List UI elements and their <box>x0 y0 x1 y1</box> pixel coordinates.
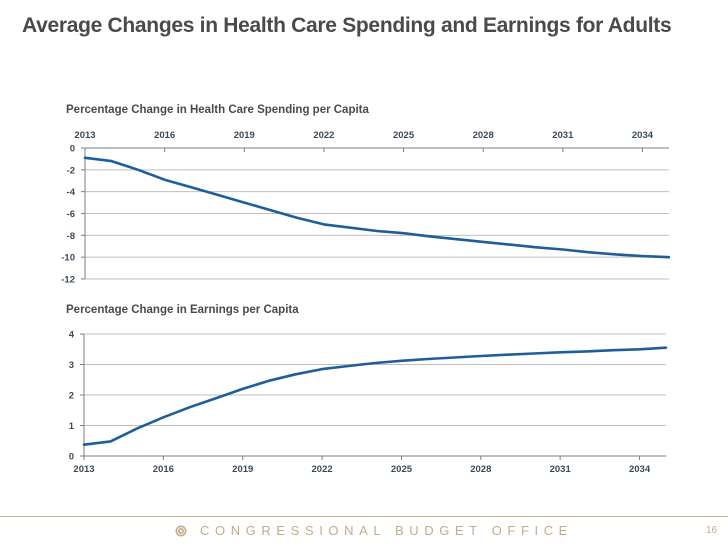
spending-x-tick-label: 2025 <box>393 130 415 141</box>
spending-chart: Percentage Change in Health Care Spendin… <box>61 104 671 286</box>
footer: CONGRESSIONAL BUDGET OFFICE 16 <box>0 522 728 542</box>
slide-title: Average Changes in Health Care Spending … <box>22 14 672 37</box>
spending-x-tick-label: 2019 <box>234 130 255 141</box>
spending-y-tick-label: -4 <box>67 187 76 198</box>
earnings-y-tick-label: 4 <box>69 330 75 341</box>
spending-x-tick-label: 2031 <box>552 130 574 141</box>
earnings-series-line <box>82 346 668 447</box>
charts-canvas: Percentage Change in Health Care Spendin… <box>61 104 671 475</box>
spending-y-tick-label: -12 <box>61 275 75 286</box>
earnings-x-tick-label: 2028 <box>470 464 491 475</box>
earnings-chart-title: Percentage Change in Earnings per Capita <box>66 304 299 316</box>
earnings-y-tick-label: 3 <box>69 360 74 371</box>
footer-organization: CONGRESSIONAL BUDGET OFFICE <box>200 523 573 538</box>
spending-chart-title: Percentage Change in Health Care Spendin… <box>66 104 370 116</box>
earnings-y-tick-label: 1 <box>69 421 75 432</box>
spending-y-tick-label: -10 <box>61 253 75 264</box>
spending-x-tick-label: 2028 <box>473 130 494 141</box>
earnings-x-tick-label: 2034 <box>629 464 651 475</box>
earnings-x-tick-label: 2016 <box>153 464 174 475</box>
cbo-seal-icon <box>175 525 187 537</box>
spending-x-tick-label: 2016 <box>154 130 175 141</box>
earnings-x-tick-label: 2025 <box>391 464 413 475</box>
page-number: 16 <box>706 525 718 536</box>
spending-x-tick-label: 2034 <box>632 130 654 141</box>
spending-y-tick-label: -6 <box>67 209 75 220</box>
earnings-x-tick-label: 2022 <box>312 464 333 475</box>
earnings-y-tick-label: 0 <box>69 452 74 463</box>
spending-y-tick-label: -2 <box>67 165 75 176</box>
earnings-x-tick-label: 2013 <box>73 464 94 475</box>
spending-y-tick-label: -8 <box>67 231 75 242</box>
earnings-x-tick-label: 2019 <box>232 464 253 475</box>
spending-y-tick-label: 0 <box>70 144 75 155</box>
earnings-x-tick-label: 2031 <box>550 464 572 475</box>
footer-divider <box>0 516 728 517</box>
earnings-y-tick-label: 2 <box>69 391 74 402</box>
spending-x-tick-label: 2013 <box>74 130 95 141</box>
spending-series-line <box>83 156 671 259</box>
spending-x-tick-label: 2022 <box>313 130 334 141</box>
earnings-chart: Percentage Change in Earnings per Capita… <box>66 304 668 475</box>
